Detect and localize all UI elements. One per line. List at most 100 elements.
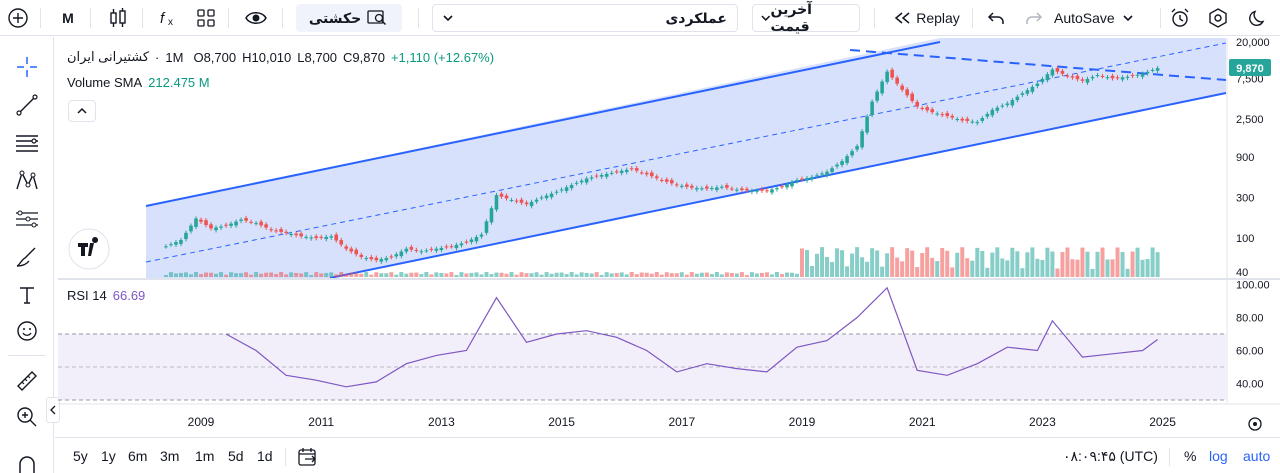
candle xyxy=(184,230,188,242)
collapse-legend-button[interactable] xyxy=(68,100,96,122)
redo-button[interactable] xyxy=(1020,4,1048,32)
candle xyxy=(1125,74,1130,81)
candle xyxy=(249,219,253,225)
volume-bar xyxy=(980,251,985,277)
pattern-tool[interactable] xyxy=(11,165,43,197)
volume-bar xyxy=(985,267,990,277)
time-tick-label: 2023 xyxy=(1029,415,1056,429)
volume-bar xyxy=(739,272,744,277)
range-6m[interactable]: 6m xyxy=(128,448,148,464)
axis-settings-icon[interactable] xyxy=(1248,417,1262,431)
drawing-toolbar xyxy=(0,37,60,473)
goto-date-button[interactable] xyxy=(297,446,319,473)
candle xyxy=(199,217,203,225)
candle xyxy=(815,173,819,178)
candle xyxy=(379,256,384,264)
layout-button[interactable] xyxy=(192,4,220,32)
collapse-toolbar-button[interactable] xyxy=(46,397,60,423)
utc-clock[interactable]: ۰۸:۰۹:۴۵ (UTC) xyxy=(1063,448,1158,464)
volume-bar xyxy=(369,274,374,277)
crosshair-tool[interactable] xyxy=(11,51,43,83)
candle xyxy=(925,104,930,113)
candle xyxy=(629,166,634,172)
auto-toggle[interactable]: auto xyxy=(1243,448,1271,464)
range-1d[interactable]: 1d xyxy=(257,448,273,464)
search-chart-icon xyxy=(367,10,387,26)
candle xyxy=(369,254,374,262)
candle xyxy=(309,235,313,241)
interval-button[interactable]: M xyxy=(62,10,74,26)
log-toggle[interactable]: log xyxy=(1209,448,1228,464)
trend-line-tool[interactable] xyxy=(11,89,43,121)
magnet-tool[interactable] xyxy=(11,449,43,473)
brush-tool[interactable] xyxy=(11,241,43,273)
candle xyxy=(860,129,864,150)
candle xyxy=(685,182,689,190)
replay-button[interactable]: Replay xyxy=(890,4,964,32)
rsi-legend[interactable]: RSI 14 66.69 xyxy=(67,288,145,303)
rsi-tick-label: 60.00 xyxy=(1236,346,1264,358)
rsi-axis[interactable]: 100.00 80.00 60.00 40.00 xyxy=(1236,280,1270,391)
chart-canvas[interactable]: 20,000 7,500 2,500 900 300 100 40 100.00 80.00 6… xyxy=(0,0,1280,437)
candle xyxy=(364,255,369,261)
candle xyxy=(374,255,379,263)
text-tool[interactable] xyxy=(11,279,43,311)
candles-button[interactable] xyxy=(104,4,132,32)
volume-bar xyxy=(489,274,494,277)
undo-button[interactable] xyxy=(982,4,1010,32)
volume-bar xyxy=(1045,247,1050,277)
channel-upper-line[interactable] xyxy=(145,41,941,207)
candle xyxy=(875,89,879,103)
candle xyxy=(955,116,960,122)
candle xyxy=(434,246,439,254)
candle xyxy=(960,116,965,123)
candle xyxy=(459,241,464,248)
settings-button[interactable] xyxy=(1204,4,1232,32)
candle xyxy=(544,193,549,201)
symbol-select[interactable]: عملکردی xyxy=(432,4,738,32)
volume-bar xyxy=(840,250,845,277)
range-5y[interactable]: 5y xyxy=(73,448,88,464)
candle xyxy=(795,177,799,184)
indicators-search-button[interactable]: حکشتی xyxy=(296,4,402,32)
symbol-name[interactable]: کشتیرانی ایران xyxy=(67,49,150,64)
fib-tool[interactable] xyxy=(11,127,43,159)
time-axis[interactable]: 2009 2011 2013 2015 2017 2019 2021 2023 2025 xyxy=(188,415,1177,429)
candle xyxy=(690,183,694,191)
volume-bar xyxy=(374,272,379,277)
volume-legend[interactable]: Volume SMA 212.475 M xyxy=(67,75,210,90)
candle xyxy=(1020,91,1025,98)
add-symbol-button[interactable] xyxy=(4,4,32,32)
percent-toggle[interactable]: % xyxy=(1184,448,1197,464)
candle xyxy=(1000,103,1005,109)
price-axis[interactable]: 20,000 7,500 2,500 900 300 100 40 xyxy=(1236,37,1270,279)
volume-bar xyxy=(649,273,654,277)
candle xyxy=(805,175,809,183)
visibility-button[interactable] xyxy=(241,4,271,32)
theme-button[interactable] xyxy=(1244,4,1272,32)
range-5d[interactable]: 5d xyxy=(228,448,244,464)
zoom-tool[interactable] xyxy=(11,401,43,433)
autosave-button[interactable]: AutoSave xyxy=(1054,4,1158,32)
channel-lower-line[interactable] xyxy=(329,92,1227,279)
range-1m[interactable]: 1m xyxy=(195,448,215,464)
volume-bar xyxy=(1015,251,1020,277)
candle xyxy=(1095,72,1100,78)
plus-circle-icon xyxy=(8,8,28,28)
candle xyxy=(1105,75,1110,80)
measure-tool[interactable] xyxy=(11,365,43,397)
projection-tool[interactable] xyxy=(11,203,43,235)
candle xyxy=(394,252,399,259)
range-3m[interactable]: 3m xyxy=(160,448,180,464)
alerts-button[interactable] xyxy=(1166,4,1194,32)
range-1y[interactable]: 1y xyxy=(101,448,116,464)
volume-bar xyxy=(504,273,509,277)
tradingview-logo xyxy=(68,228,110,270)
emoji-tool[interactable] xyxy=(11,315,43,347)
volume-bar xyxy=(439,272,444,277)
price-type-select[interactable]: آخرین قیمت xyxy=(752,1,860,34)
candle xyxy=(264,222,268,230)
candle xyxy=(930,107,935,115)
